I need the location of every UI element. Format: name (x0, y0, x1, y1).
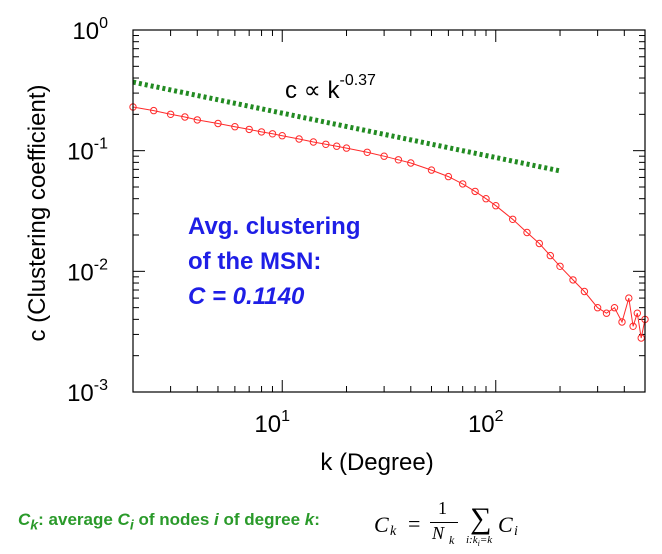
data-point (580, 287, 589, 296)
avg-clustering-line-1: Avg. clustering (188, 213, 360, 240)
y-tick-exponent: -2 (94, 256, 108, 273)
data-point (150, 106, 158, 115)
y-tick-label: 10-1 (67, 136, 108, 166)
math-sum-sub-rest: =k (479, 534, 493, 546)
y-tick-exponent: -3 (94, 377, 108, 394)
data-point (268, 130, 277, 138)
data-point (257, 128, 266, 136)
data-point (333, 142, 341, 150)
data-point (231, 123, 239, 131)
y-tick-label: 10-2 (67, 256, 108, 286)
data-point (214, 119, 222, 128)
desc-i: i (214, 510, 219, 529)
data-point (394, 156, 403, 164)
desc-of-nodes: of nodes (133, 510, 215, 529)
data-point (295, 135, 303, 143)
power-law-annotation: c ∝ k-0.37 (285, 72, 376, 104)
math-denominator-sub: k (449, 533, 455, 547)
data-point (407, 159, 415, 167)
math-numerator: 1 (438, 498, 447, 518)
x-tick-base: 10 (254, 411, 281, 438)
data-point (342, 144, 351, 152)
data-point (546, 251, 554, 260)
math-sum-sub-i: i (477, 539, 480, 549)
math-term: C (498, 512, 513, 537)
ck-subscript: k (30, 517, 39, 534)
data-point (482, 195, 490, 203)
data-point (166, 110, 175, 119)
data-point (459, 180, 467, 188)
y-tick-base: 10 (67, 139, 94, 166)
data-point (322, 140, 330, 149)
y-tick-base: 10 (67, 380, 94, 407)
data-point (492, 202, 500, 210)
math-equals: = (408, 511, 421, 536)
avg-clustering-value: C = 0.1140 (188, 283, 305, 310)
data-point (278, 132, 286, 140)
math-sum-sub-ik: i:k (466, 534, 478, 546)
data-point (556, 262, 564, 270)
power-law-exponent: -0.37 (339, 72, 376, 89)
series-layer (129, 79, 649, 342)
ck-symbol: C (18, 510, 31, 529)
y-tick-label: 10-3 (67, 377, 108, 407)
math-sum-sub: i:ki=k (466, 534, 492, 548)
x-tick-base: 10 (468, 411, 495, 438)
data-point (444, 172, 453, 181)
x-tick-label: 101 (254, 408, 290, 438)
y-tick-label: 100 (72, 15, 108, 45)
power-law-text: c ∝ k (285, 77, 340, 104)
axis-ticks (132, 29, 646, 393)
y-tick-exponent: -1 (94, 136, 108, 153)
ci-symbol: C (117, 510, 130, 529)
data-point (602, 309, 611, 317)
data-series-line (132, 106, 646, 339)
fit-line (132, 79, 561, 174)
data-point (309, 138, 318, 146)
data-point (193, 116, 202, 124)
math-denominator: N (432, 523, 445, 543)
desc-average: : average (38, 510, 118, 529)
data-point (593, 304, 602, 312)
data-point (610, 304, 619, 312)
data-point (427, 166, 436, 174)
data-point (618, 318, 626, 326)
math-lhs-sub: k (390, 524, 397, 539)
formula-caption: Ck: average Ci of nodes i of degree k: C… (18, 498, 658, 550)
math-fraction-bar (430, 522, 458, 523)
y-tick-base: 10 (72, 18, 99, 45)
y-tick-exponent: 0 (99, 15, 108, 32)
math-sum: ∑ (470, 502, 492, 535)
data-point (363, 148, 371, 157)
data-point (629, 322, 637, 330)
data-point (633, 309, 641, 317)
x-tick-label: 102 (468, 408, 504, 438)
data-point (535, 239, 543, 248)
data-point (471, 187, 479, 196)
formula-description: Ck: average Ci of nodes i of degree k: (18, 510, 320, 533)
x-tick-exponent: 2 (495, 408, 504, 425)
data-point (181, 113, 189, 121)
avg-clustering-line-2: of the MSN: (188, 248, 321, 275)
ci-subscript: i (129, 517, 134, 534)
desc-colon: : (314, 510, 320, 529)
x-axis-title: k (Degree) (320, 449, 433, 476)
x-tick-exponent: 1 (281, 408, 290, 425)
desc-of-degree: of degree (218, 510, 305, 529)
data-point (245, 125, 253, 134)
data-point (380, 152, 388, 160)
data-point (509, 215, 517, 224)
data-point (569, 276, 577, 284)
data-point (523, 228, 531, 237)
data-point (625, 294, 633, 302)
math-lhs: C (374, 512, 389, 537)
y-axis-title: c (Clustering coefficient) (24, 85, 51, 342)
plot-frame (132, 29, 646, 393)
y-tick-base: 10 (67, 259, 94, 286)
math-term-sub: i (514, 524, 518, 539)
desc-k: k (304, 510, 315, 529)
